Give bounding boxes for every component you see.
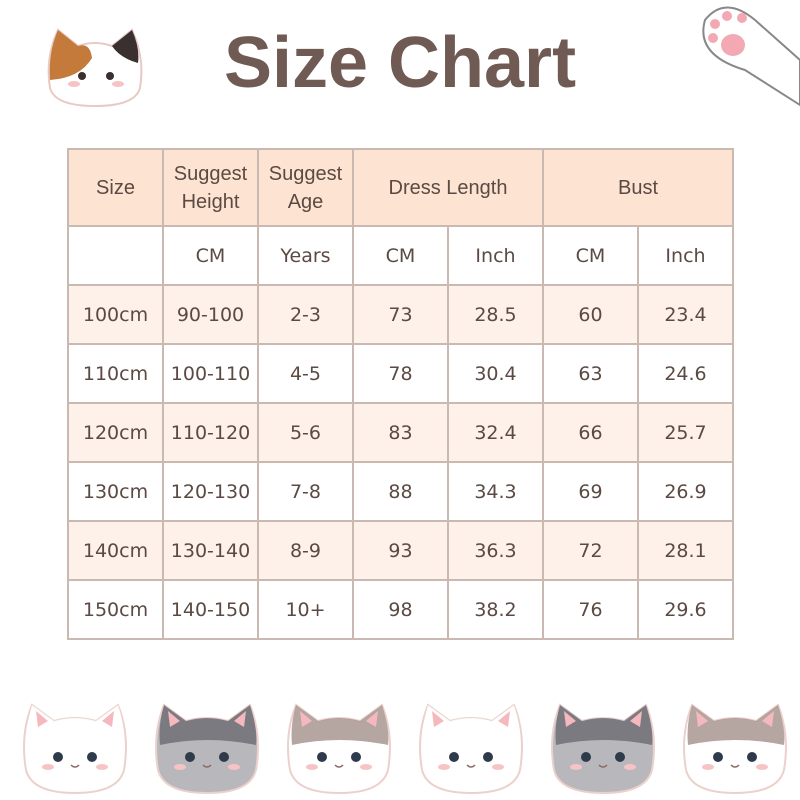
table-cell: 66 xyxy=(542,402,639,463)
table-cell: 90-100 xyxy=(162,284,259,345)
table-cell: 25.7 xyxy=(637,402,734,463)
table-cell: 38.2 xyxy=(447,579,544,640)
table-cell: 76 xyxy=(542,579,639,640)
table-cell: 110-120 xyxy=(162,402,259,463)
unit-cell: CM xyxy=(162,225,259,286)
header-size: Size xyxy=(67,148,164,227)
table-cell: 30.4 xyxy=(447,343,544,404)
table-cell: 24.6 xyxy=(637,343,734,404)
table-cell: 98 xyxy=(352,579,449,640)
table-row: 100cm 90-100 2-3 73 28.5 60 23.4 xyxy=(67,284,734,345)
table-cell: 7-8 xyxy=(257,461,354,522)
white-cat-icon xyxy=(23,703,127,795)
page-title: Size Chart xyxy=(223,23,577,103)
table-row: 120cm 110-120 5-6 83 32.4 66 25.7 xyxy=(67,402,734,463)
table-cell: 120-130 xyxy=(162,461,259,522)
table-cell: 69 xyxy=(542,461,639,522)
table-cell: 78 xyxy=(352,343,449,404)
table-cell: 140-150 xyxy=(162,579,259,640)
table-row: 130cm 120-130 7-8 88 34.3 69 26.9 xyxy=(67,461,734,522)
table-row: 150cm 140-150 10+ 98 38.2 76 29.6 xyxy=(67,579,734,640)
header-height: Suggest Height xyxy=(162,148,259,227)
table-cell: 83 xyxy=(352,402,449,463)
table-cell: 88 xyxy=(352,461,449,522)
unit-cell: Inch xyxy=(637,225,734,286)
table-cell: 28.5 xyxy=(447,284,544,345)
table-cell: 120cm xyxy=(67,402,164,463)
header-age: Suggest Age xyxy=(257,148,354,227)
table-cell: 23.4 xyxy=(637,284,734,345)
header-dress-length: Dress Length xyxy=(352,148,544,227)
table-cell: 100cm xyxy=(67,284,164,345)
unit-cell: CM xyxy=(352,225,449,286)
table-row: 110cm 100-110 4-5 78 30.4 63 24.6 xyxy=(67,343,734,404)
table-cell: 72 xyxy=(542,520,639,581)
table-cell: 4-5 xyxy=(257,343,354,404)
table-cell: 130-140 xyxy=(162,520,259,581)
header-bust: Bust xyxy=(542,148,734,227)
tabby-cat-icon xyxy=(155,703,259,795)
cat-paw-icon xyxy=(702,6,800,107)
table-cell: 28.1 xyxy=(637,520,734,581)
table-cell: 5-6 xyxy=(257,402,354,463)
table-cell: 29.6 xyxy=(637,579,734,640)
unit-cell: Years xyxy=(257,225,354,286)
size-chart-table: Size Suggest Height Suggest Age Dress Le… xyxy=(67,148,734,640)
table-cell: 36.3 xyxy=(447,520,544,581)
table-cell: 34.3 xyxy=(447,461,544,522)
table-cell: 63 xyxy=(542,343,639,404)
table-cell: 150cm xyxy=(67,579,164,640)
table-cell: 140cm xyxy=(67,520,164,581)
unit-cell xyxy=(67,225,164,286)
unit-cell: CM xyxy=(542,225,639,286)
table-cell: 8-9 xyxy=(257,520,354,581)
gray-cat-icon xyxy=(683,703,787,795)
tabby-cat-icon xyxy=(551,703,655,795)
table-cell: 26.9 xyxy=(637,461,734,522)
units-row: CM Years CM Inch CM Inch xyxy=(67,225,734,286)
table-cell: 60 xyxy=(542,284,639,345)
table-cell: 10+ xyxy=(257,579,354,640)
table-cell: 130cm xyxy=(67,461,164,522)
table-cell: 2-3 xyxy=(257,284,354,345)
table-cell: 73 xyxy=(352,284,449,345)
calico-cat-icon xyxy=(47,28,143,108)
white-cat-icon xyxy=(419,703,523,795)
table-row: 140cm 130-140 8-9 93 36.3 72 28.1 xyxy=(67,520,734,581)
gray-cat-icon xyxy=(287,703,391,795)
table-cell: 93 xyxy=(352,520,449,581)
table-header-row: Size Suggest Height Suggest Age Dress Le… xyxy=(67,148,734,227)
table-cell: 32.4 xyxy=(447,402,544,463)
table-cell: 110cm xyxy=(67,343,164,404)
unit-cell: Inch xyxy=(447,225,544,286)
table-cell: 100-110 xyxy=(162,343,259,404)
